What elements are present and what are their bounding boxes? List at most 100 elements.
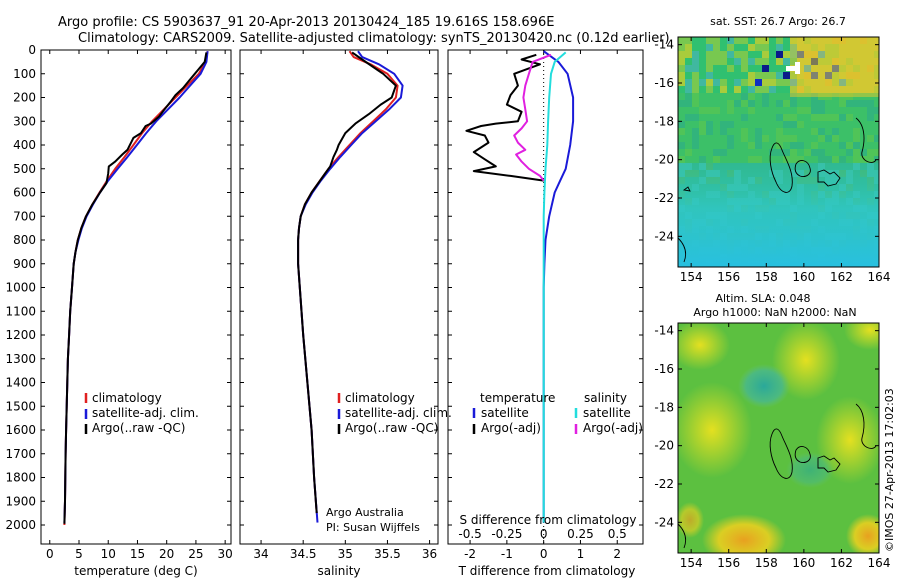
sst-cell: [846, 121, 853, 128]
sst-cell: [783, 100, 790, 107]
sst-cell: [706, 93, 713, 100]
legend-t-argo: Argo(-adj): [481, 421, 541, 435]
y-tick-label: 700: [13, 209, 36, 223]
sst-cell: [776, 135, 783, 142]
temperature-xlabel: temperature (deg C): [74, 564, 197, 578]
y-tick-label: -16: [654, 76, 674, 90]
sst-cell: [874, 100, 879, 107]
sst-cell: [692, 93, 699, 100]
sst-cell: [790, 114, 797, 121]
sst-cell: [811, 156, 818, 163]
sst-cell: [706, 58, 713, 65]
sst-cell: [853, 128, 860, 135]
sst-cell: [727, 149, 734, 156]
x-tick-label: 36: [422, 547, 437, 561]
s-tick-label: -0.25: [491, 527, 522, 541]
argo-marker-stem: [795, 62, 800, 74]
sst-cell: [713, 135, 720, 142]
sst-cell: [755, 149, 762, 156]
sst-cell: [706, 86, 713, 93]
sst-cell: [727, 51, 734, 58]
sst-cell: [678, 121, 685, 128]
x-tick-label: 25: [188, 547, 203, 561]
x-tick-label: 156: [717, 270, 740, 284]
sst-cell: [727, 114, 734, 121]
sst-cell: [811, 107, 818, 114]
sst-cell: [720, 65, 727, 72]
sst-cell: [811, 114, 818, 121]
sst-cell: [720, 107, 727, 114]
sst-cell: [818, 135, 825, 142]
sst-cell: [699, 44, 706, 51]
sst-cell: [762, 114, 769, 121]
sst-cell: [734, 93, 741, 100]
sst-cell: [846, 128, 853, 135]
sst-cell: [769, 128, 776, 135]
sst-cell: [762, 51, 769, 58]
sst-cell: [734, 65, 741, 72]
sst-cell: [734, 37, 741, 44]
sst-cell: [769, 79, 776, 86]
sst-cell: [755, 135, 762, 142]
argo-position-marker: [786, 62, 800, 74]
sla-map-title-2: Argo h1000: NaN h2000: NaN: [693, 306, 856, 319]
sst-cell: [741, 37, 748, 44]
sst-cell: [741, 65, 748, 72]
sst-cell: [776, 86, 783, 93]
sst-cell: [720, 114, 727, 121]
y-tick-label: 1800: [5, 471, 36, 485]
sst-cell: [874, 142, 879, 149]
sst-cell: [776, 128, 783, 135]
temperature-panel: [40, 49, 232, 545]
sst-cell: [825, 121, 832, 128]
sst-cell: [685, 58, 692, 65]
sst-cell: [706, 44, 713, 51]
annotation-pi: PI: Susan Wijffels: [326, 521, 420, 534]
sst-cell: [748, 44, 755, 51]
sst-cell: [755, 142, 762, 149]
sst-cell: [804, 149, 811, 156]
sst-cell: [776, 114, 783, 121]
x-tick-label: 20: [159, 547, 174, 561]
sst-cell: [783, 149, 790, 156]
sst-cell: [846, 142, 853, 149]
sst-cell: [839, 100, 846, 107]
temperature-plot: 0100200300400500600700800900100011001200…: [5, 43, 232, 561]
x-tick-label: -2: [464, 547, 476, 561]
sst-cell: [755, 156, 762, 163]
sst-cell: [776, 100, 783, 107]
sst-cell: [762, 128, 769, 135]
sst-cell: [685, 79, 692, 86]
sst-cell: [867, 156, 874, 163]
y-tick-label: 300: [13, 114, 36, 128]
sst-cell: [741, 100, 748, 107]
sst-cell: [720, 142, 727, 149]
sst-cell: [867, 100, 874, 107]
sst-cell: [874, 114, 879, 121]
sst-cell: [769, 100, 776, 107]
sst-cell: [832, 135, 839, 142]
reef-contours: [678, 403, 877, 549]
sst-cell: [741, 93, 748, 100]
sst-cell: [748, 93, 755, 100]
sst-cell: [783, 44, 790, 51]
sst-masked-cell: [776, 51, 783, 58]
x-tick-label: 35: [338, 547, 353, 561]
legend-satellite: satellite-adj. clim.: [92, 406, 199, 420]
sst-cell: [685, 107, 692, 114]
sst-cell: [860, 135, 867, 142]
x-tick-label: 160: [792, 556, 815, 570]
sst-cell: [720, 72, 727, 79]
x-tick-label: 2: [613, 547, 621, 561]
sst-cell: [783, 86, 790, 93]
sst-cell: [727, 72, 734, 79]
sst-cell: [727, 58, 734, 65]
sst-cell: [720, 79, 727, 86]
sst-cell: [713, 128, 720, 135]
sst-cell: [706, 37, 713, 44]
sst-cell: [762, 86, 769, 93]
sst-cell: [755, 93, 762, 100]
y-tick-label: 1700: [5, 447, 36, 461]
sst-cell: [699, 51, 706, 58]
